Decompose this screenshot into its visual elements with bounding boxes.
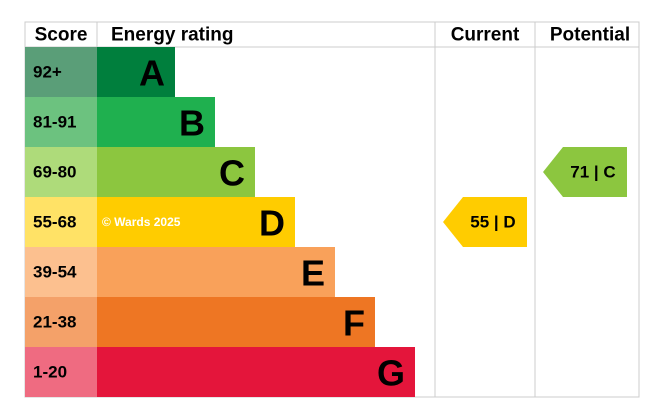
score-cell <box>25 197 97 247</box>
rating-letter: A <box>139 53 165 94</box>
potential-label: 71 | C <box>570 163 615 182</box>
rating-letter: F <box>343 303 365 344</box>
score-cell <box>25 347 97 397</box>
score-label: 92+ <box>33 63 62 82</box>
rating-letter: G <box>377 353 405 394</box>
header-current: Current <box>451 25 520 46</box>
header-potential: Potential <box>550 25 630 46</box>
current-arrow <box>443 197 527 247</box>
score-label: 55-68 <box>33 213 76 232</box>
rating-letter: E <box>301 253 325 294</box>
score-label: 69-80 <box>33 163 76 182</box>
watermark: © Wards 2025 <box>102 215 181 229</box>
rating-letter: D <box>259 203 285 244</box>
header-score: Score <box>35 25 88 46</box>
current-label: 55 | D <box>470 213 515 232</box>
rating-bar <box>97 97 215 147</box>
rating-bar <box>97 47 175 97</box>
rating-letter: B <box>179 103 205 144</box>
rating-bar <box>97 197 295 247</box>
score-cell <box>25 147 97 197</box>
score-cell <box>25 97 97 147</box>
rating-bar <box>97 297 375 347</box>
score-label: 39-54 <box>33 263 77 282</box>
score-cell <box>25 297 97 347</box>
score-cell <box>25 47 97 97</box>
header-rating: Energy rating <box>111 25 233 46</box>
rating-bar <box>97 147 255 197</box>
rating-bar <box>97 347 415 397</box>
score-cell <box>25 247 97 297</box>
score-label: 1-20 <box>33 363 67 382</box>
potential-arrow <box>543 147 627 197</box>
rating-letter: C <box>219 153 245 194</box>
score-label: 21-38 <box>33 313 76 332</box>
rating-bar <box>97 247 335 297</box>
score-label: 81-91 <box>33 113 76 132</box>
